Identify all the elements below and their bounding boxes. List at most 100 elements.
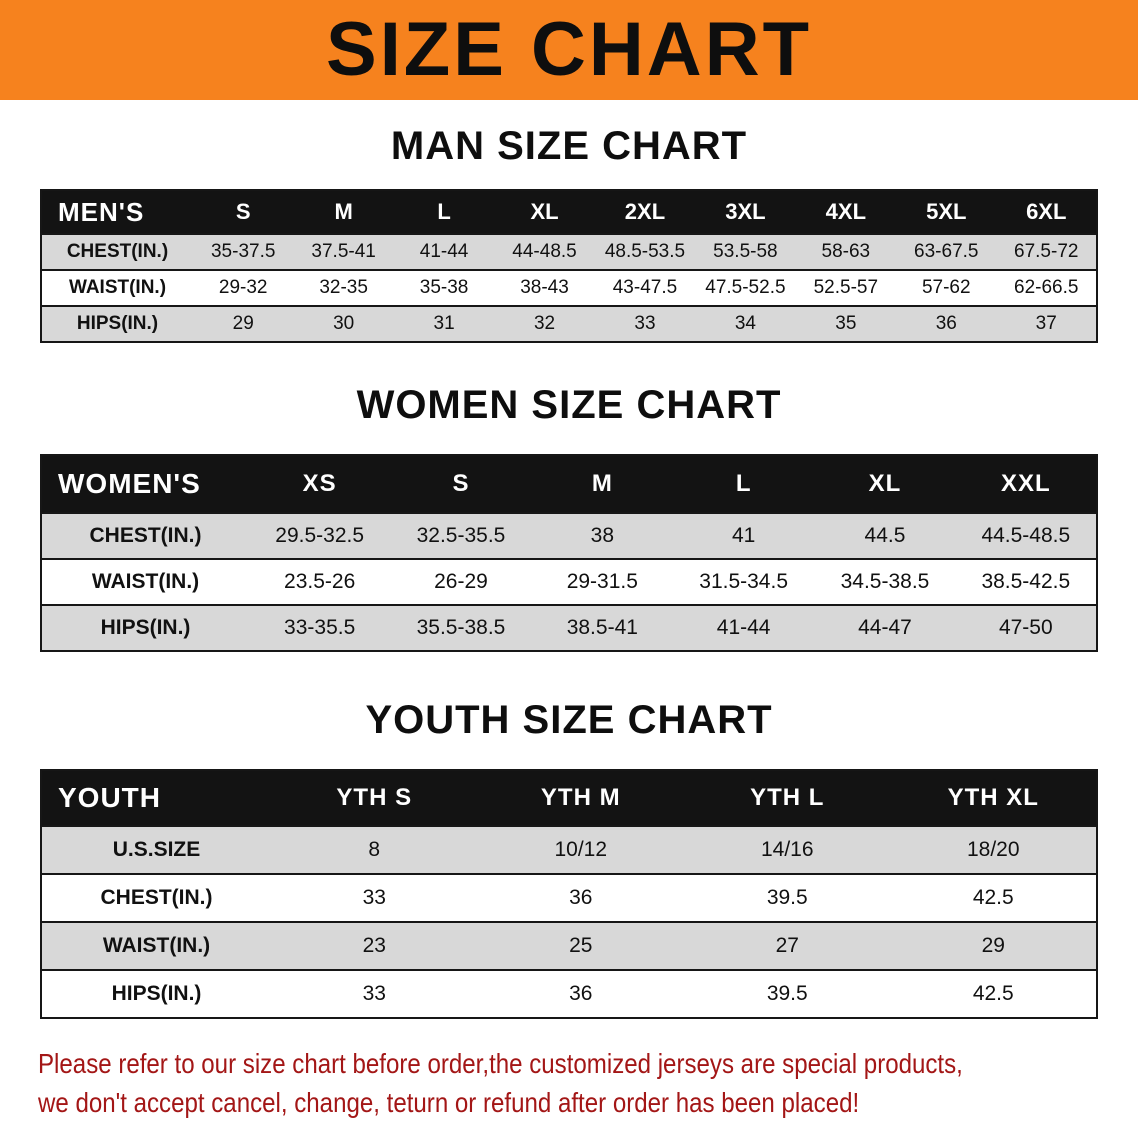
men-chest-row: CHEST(IN.) 35-37.5 37.5-41 41-44 44-48.5… (41, 234, 1097, 270)
youth-ussize-row: U.S.SIZE 8 10/12 14/16 18/20 (41, 826, 1097, 874)
youth-waist-row: WAIST(IN.) 23 25 27 29 (41, 922, 1097, 970)
row-label: CHEST(IN.) (100, 886, 213, 909)
size-cell: 18/20 (966, 838, 1020, 861)
size-cell: 29.5-32.5 (275, 524, 365, 547)
col-header: YTH XL (890, 770, 1097, 826)
men-size-table: MEN'S S M L XL 2XL 3XL 4XL 5XL 6XL CHEST… (40, 189, 1098, 343)
size-cell: 31 (433, 313, 455, 334)
size-cell: 29 (232, 313, 254, 334)
size-cell: 23 (362, 934, 386, 957)
page-title: SIZE CHART (326, 7, 812, 92)
size-cell: 38.5-41 (566, 616, 638, 639)
size-cell: 26-29 (434, 570, 488, 593)
size-cell: 63-67.5 (914, 241, 979, 262)
size-cell: 29-32 (218, 277, 268, 298)
size-cell: 32.5-35.5 (416, 524, 506, 547)
men-table-title: MEN'S (41, 190, 193, 234)
size-cell: 33 (634, 313, 656, 334)
size-cell: 37 (1035, 313, 1057, 334)
size-cell: 33 (362, 886, 386, 909)
men-header-row: MEN'S S M L XL 2XL 3XL 4XL 5XL 6XL (41, 190, 1097, 234)
size-cell: 38-43 (520, 277, 569, 298)
size-cell: 41-44 (716, 616, 771, 639)
size-cell: 39.5 (766, 886, 808, 909)
youth-chest-row: CHEST(IN.) 33 36 39.5 42.5 (41, 874, 1097, 922)
banner: SIZE CHART (0, 0, 1138, 100)
row-label: HIPS(IN.) (100, 616, 191, 639)
size-cell: 10/12 (554, 838, 608, 861)
men-section-heading: MAN SIZE CHART (390, 124, 748, 168)
col-header: M (531, 455, 673, 513)
col-header: M (293, 190, 394, 234)
youth-section-heading: YOUTH SIZE CHART (365, 698, 773, 742)
row-label: CHEST(IN.) (66, 241, 169, 262)
col-header: XL (494, 190, 595, 234)
size-cell: 36 (935, 313, 957, 334)
youth-table-title: YOUTH (41, 770, 271, 826)
size-cell: 27 (775, 934, 799, 957)
row-label: CHEST(IN.) (89, 524, 202, 547)
row-label: WAIST(IN.) (68, 277, 167, 298)
youth-header-row: YOUTH YTH S YTH M YTH L YTH XL (41, 770, 1097, 826)
women-header-row: WOMEN'S XS S M L XL XXL (41, 455, 1097, 513)
size-cell: 42.5 (972, 982, 1014, 1005)
size-cell: 67.5-72 (1014, 241, 1079, 262)
row-label: HIPS(IN.) (76, 313, 159, 334)
size-cell: 52.5-57 (813, 277, 879, 298)
women-waist-row: WAIST(IN.) 23.5-26 26-29 29-31.5 31.5-34… (41, 559, 1097, 605)
size-cell: 43-47.5 (612, 277, 678, 298)
size-cell: 44.5 (864, 524, 906, 547)
size-cell: 30 (333, 313, 355, 334)
size-cell: 35.5-38.5 (416, 616, 506, 639)
size-cell: 31.5-34.5 (699, 570, 789, 593)
size-cell: 47.5-52.5 (705, 277, 786, 298)
size-cell: 29-31.5 (566, 570, 638, 593)
row-label: WAIST(IN.) (102, 934, 211, 957)
col-header: YTH S (271, 770, 478, 826)
col-header: YTH L (684, 770, 891, 826)
size-cell: 35-38 (419, 277, 469, 298)
col-header: S (193, 190, 294, 234)
size-cell: 35 (835, 313, 857, 334)
size-cell: 35-37.5 (210, 241, 276, 262)
size-cell: 14/16 (760, 838, 814, 861)
women-section: WOMEN SIZE CHART WOMEN'S XS S M L XL XXL… (0, 383, 1138, 652)
size-cell: 39.5 (766, 982, 808, 1005)
women-table-title: WOMEN'S (41, 455, 249, 513)
size-cell: 36 (569, 886, 593, 909)
row-label: WAIST(IN.) (91, 570, 200, 593)
footer-line-1: Please refer to our size chart before or… (38, 1048, 963, 1079)
size-cell: 57-62 (921, 277, 971, 298)
size-cell: 53.5-58 (713, 241, 778, 262)
size-cell: 33-35.5 (284, 616, 356, 639)
size-cell: 38.5-42.5 (981, 570, 1071, 593)
size-cell: 44-48.5 (512, 241, 577, 262)
women-chest-row: CHEST(IN.) 29.5-32.5 32.5-35.5 38 41 44.… (41, 513, 1097, 559)
size-cell: 41-44 (419, 241, 469, 262)
col-header: YTH M (477, 770, 684, 826)
size-cell: 58-63 (821, 241, 871, 262)
size-cell: 47-50 (998, 616, 1053, 639)
men-section: MAN SIZE CHART MEN'S S M L XL 2XL 3XL 4X… (0, 124, 1138, 343)
size-cell: 8 (368, 838, 381, 861)
col-header: 5XL (896, 190, 997, 234)
footer-note: Please refer to our size chart before or… (38, 1045, 1138, 1122)
footer-line-2: we don't accept cancel, change, teturn o… (38, 1086, 860, 1118)
col-header: 4XL (795, 190, 897, 234)
col-header: XS (249, 455, 391, 513)
size-cell: 44.5-48.5 (981, 524, 1071, 547)
col-header: 6XL (996, 190, 1097, 234)
size-cell: 41 (731, 524, 756, 547)
size-cell: 29 (981, 934, 1005, 957)
youth-section: YOUTH SIZE CHART YOUTH YTH S YTH M YTH L… (0, 698, 1138, 1019)
size-cell: 23.5-26 (284, 570, 356, 593)
women-section-heading: WOMEN SIZE CHART (356, 383, 782, 427)
men-waist-row: WAIST(IN.) 29-32 32-35 35-38 38-43 43-47… (41, 270, 1097, 306)
size-cell: 33 (362, 982, 386, 1005)
col-header: XXL (955, 455, 1097, 513)
size-cell: 48.5-53.5 (604, 241, 686, 262)
size-cell: 36 (569, 982, 593, 1005)
size-cell: 62-66.5 (1014, 277, 1079, 298)
size-cell: 34.5-38.5 (840, 570, 930, 593)
